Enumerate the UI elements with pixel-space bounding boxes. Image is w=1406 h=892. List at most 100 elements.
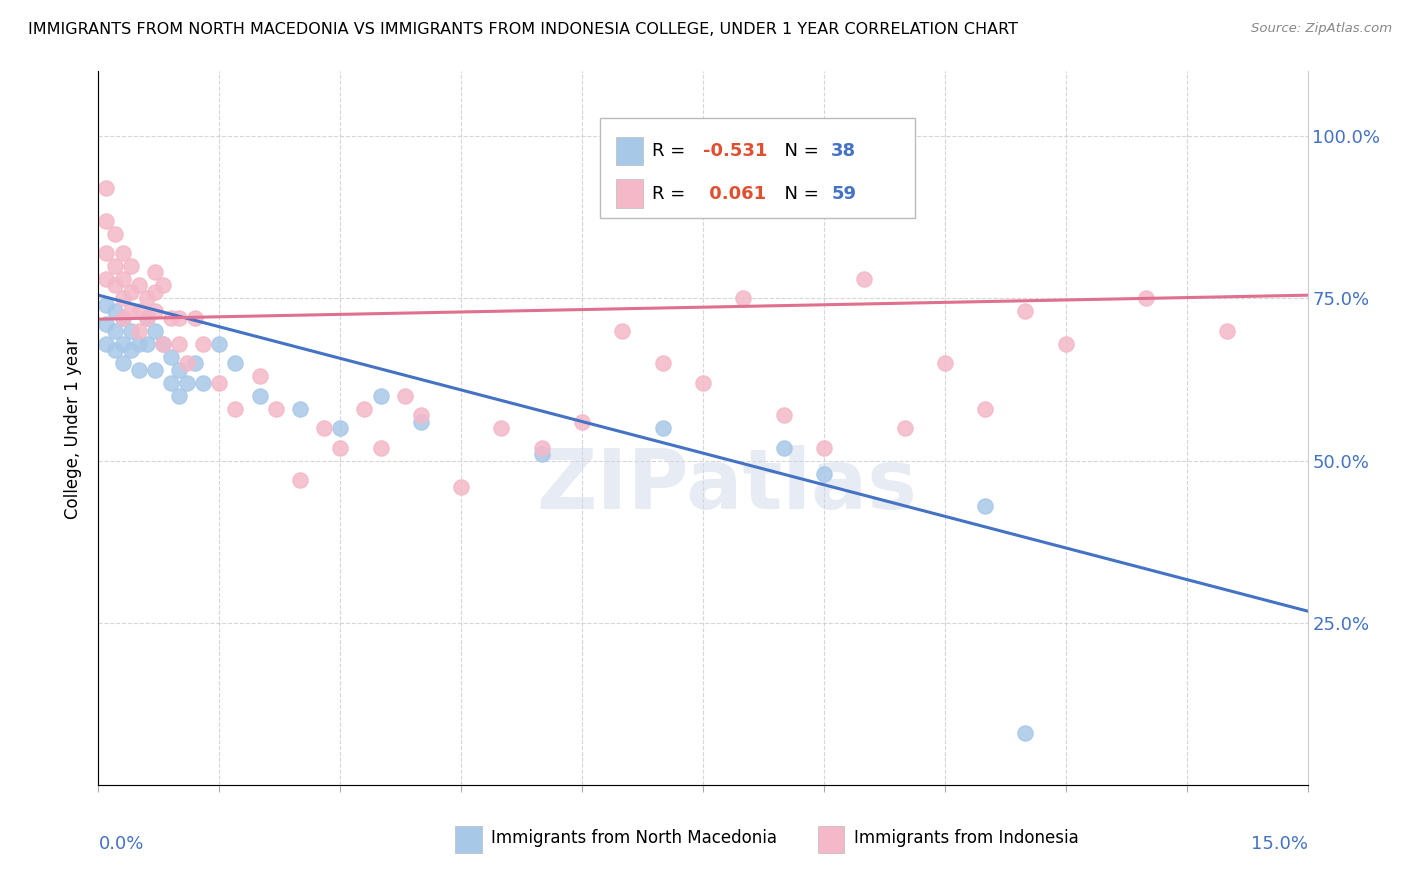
Point (111, 310, 134, 325)
Point (103, 227, 125, 241)
Point (96, 336, 118, 351)
Point (370, 441, 392, 455)
Point (135, 336, 157, 351)
Point (193, 336, 215, 351)
Bar (456, 826, 482, 853)
Point (813, 441, 835, 455)
Point (143, 363, 166, 377)
Text: 15.0%: 15.0% (1250, 835, 1308, 853)
Point (733, 292, 755, 306)
Point (571, 415, 593, 429)
Point (450, 479, 472, 493)
Point (96, 181, 118, 195)
Point (934, 356, 956, 370)
Point (120, 324, 142, 338)
Point (152, 278, 174, 293)
Point (176, 376, 198, 390)
Point (530, 441, 553, 455)
Point (651, 421, 673, 435)
Text: IMMIGRANTS FROM NORTH MACEDONIA VS IMMIGRANTS FROM INDONESIA COLLEGE, UNDER 1 YE: IMMIGRANTS FROM NORTH MACEDONIA VS IMMIG… (28, 22, 1018, 37)
Point (103, 259, 125, 273)
Point (111, 336, 134, 351)
Point (974, 401, 997, 416)
Text: Immigrants from Indonesia: Immigrants from Indonesia (855, 830, 1078, 847)
Point (103, 324, 125, 338)
Point (491, 421, 513, 435)
Point (143, 324, 166, 338)
Point (314, 421, 336, 435)
Point (353, 401, 375, 416)
Point (103, 343, 125, 358)
Point (103, 304, 125, 318)
Point (143, 265, 166, 279)
Point (96, 272, 118, 286)
Point (96, 318, 118, 332)
Point (853, 272, 876, 286)
Point (288, 473, 311, 487)
Point (409, 408, 432, 422)
Point (120, 285, 142, 299)
Point (329, 441, 352, 455)
Point (152, 336, 174, 351)
Point (208, 336, 231, 351)
Point (160, 376, 183, 390)
Text: ZIPatlas: ZIPatlas (537, 445, 918, 525)
Text: 0.061: 0.061 (703, 185, 766, 202)
Point (370, 389, 392, 403)
Text: R =: R = (652, 185, 692, 202)
Point (612, 324, 634, 338)
Point (128, 278, 150, 293)
Point (1014, 726, 1036, 740)
Text: 38: 38 (831, 142, 856, 160)
Point (143, 304, 166, 318)
Point (128, 324, 150, 338)
Text: Source: ZipAtlas.com: Source: ZipAtlas.com (1251, 22, 1392, 36)
Point (193, 376, 215, 390)
Point (1135, 292, 1157, 306)
Text: N =: N = (773, 142, 825, 160)
Point (409, 415, 432, 429)
Point (208, 376, 231, 390)
Point (184, 310, 207, 325)
Point (1014, 304, 1036, 318)
Point (772, 441, 794, 455)
Bar (616, 179, 643, 208)
Point (692, 376, 714, 390)
Point (128, 304, 150, 318)
Text: R =: R = (652, 142, 692, 160)
Text: N =: N = (773, 185, 825, 202)
Point (143, 285, 166, 299)
Point (651, 356, 673, 370)
Point (96, 213, 118, 227)
Point (135, 310, 157, 325)
Point (120, 304, 142, 318)
Text: 0.0%: 0.0% (98, 835, 143, 853)
Point (111, 356, 134, 370)
Point (167, 363, 190, 377)
Point (264, 401, 287, 416)
Point (135, 310, 157, 325)
Point (120, 259, 142, 273)
Point (167, 389, 190, 403)
Point (152, 336, 174, 351)
Point (530, 447, 553, 461)
Point (329, 421, 352, 435)
Point (813, 467, 835, 481)
Point (96, 246, 118, 260)
Point (394, 389, 416, 403)
Point (184, 356, 207, 370)
Point (1216, 324, 1239, 338)
Point (249, 369, 271, 384)
Point (111, 310, 134, 325)
Point (893, 421, 915, 435)
FancyBboxPatch shape (600, 118, 915, 218)
Bar (616, 136, 643, 165)
Point (111, 246, 134, 260)
Point (160, 310, 183, 325)
Text: -0.531: -0.531 (703, 142, 768, 160)
Point (288, 401, 311, 416)
Point (772, 408, 794, 422)
Text: 59: 59 (831, 185, 856, 202)
Point (176, 356, 198, 370)
Point (103, 278, 125, 293)
